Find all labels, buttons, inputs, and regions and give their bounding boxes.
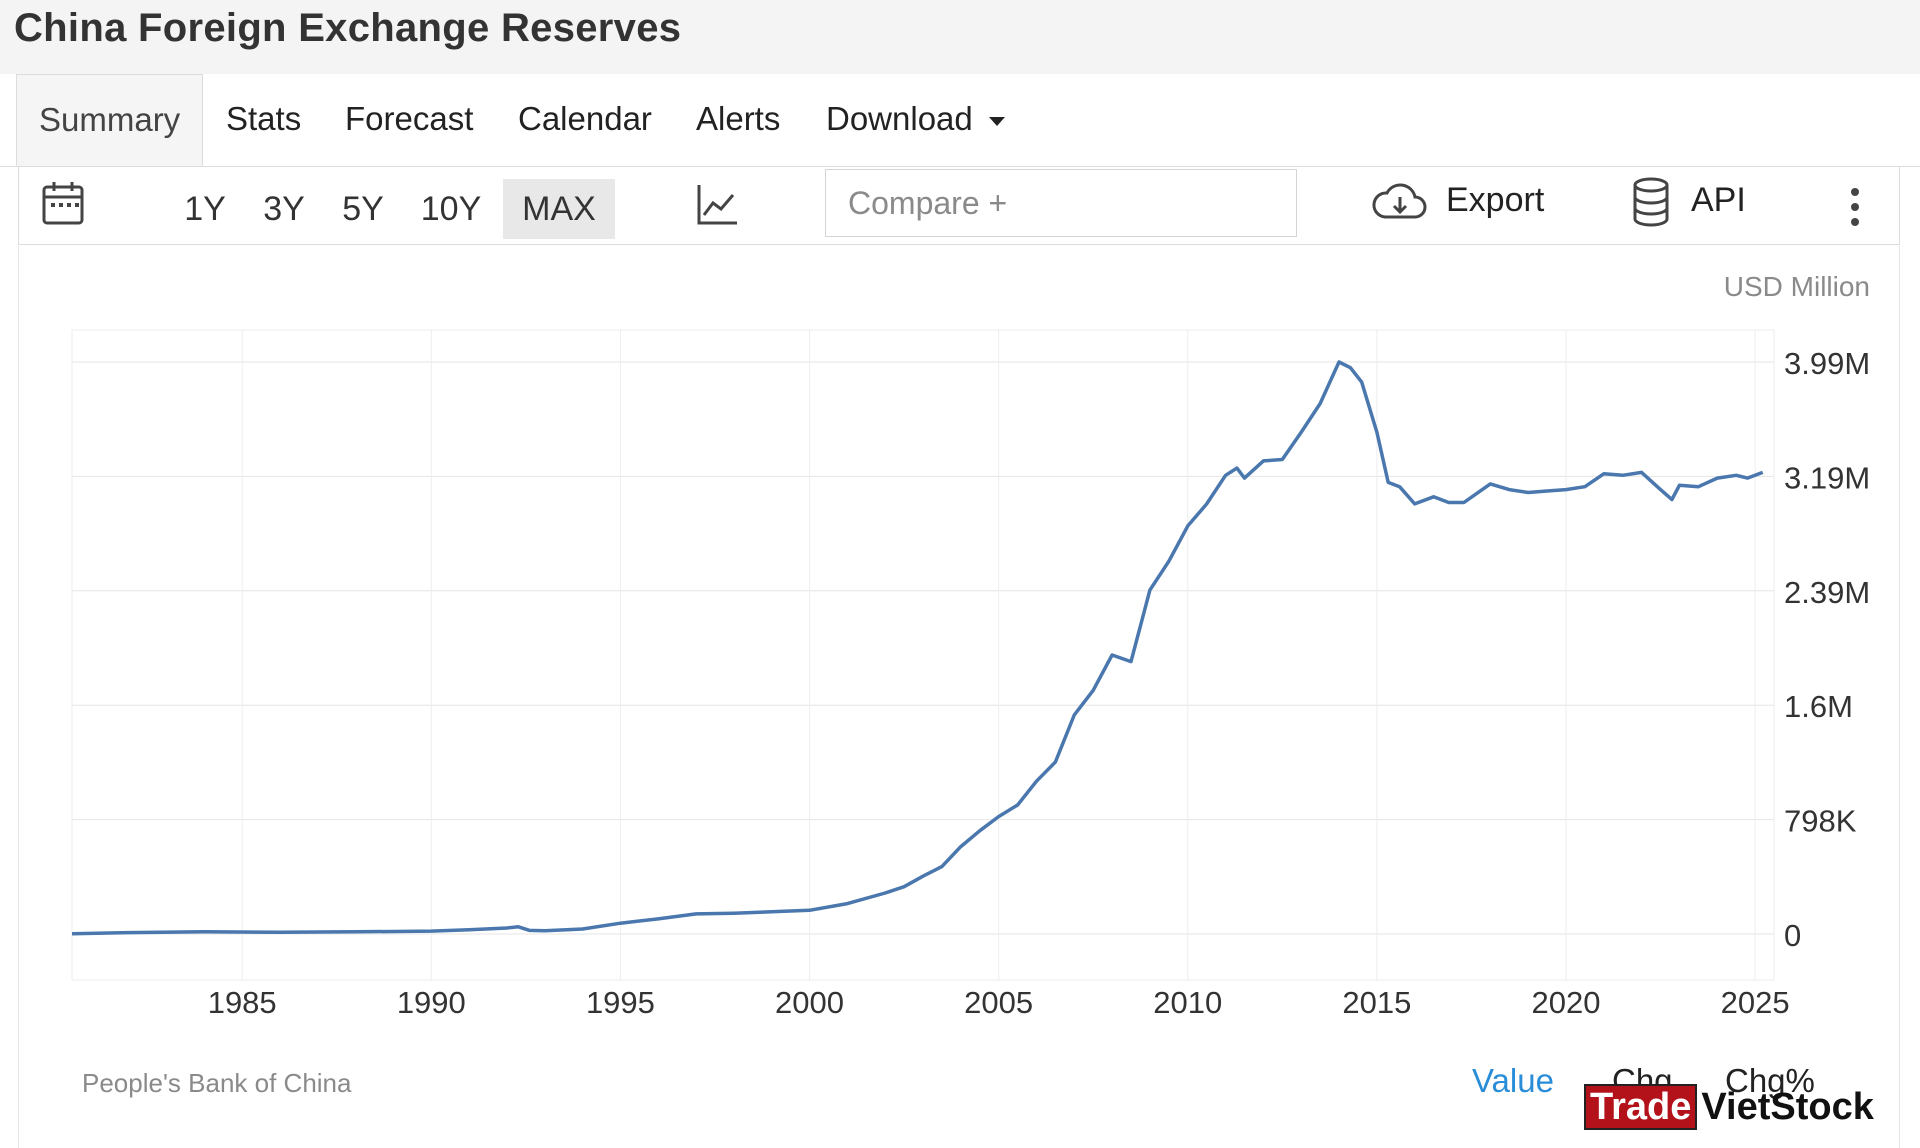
tab-stats[interactable]: Stats: [226, 100, 302, 137]
series-line: [71, 360, 1764, 936]
x-tick-label: 2000: [775, 985, 844, 1020]
line-chart-icon[interactable]: [695, 183, 739, 232]
tab-download-label: Download: [826, 100, 973, 137]
x-tick-label: 2020: [1531, 985, 1600, 1020]
tab-summary[interactable]: Summary: [16, 74, 204, 166]
calendar-icon[interactable]: [41, 179, 85, 232]
range-10y-button[interactable]: 10Y: [420, 190, 482, 228]
y-tick-label: 2.39M: [1784, 575, 1870, 610]
tab-forecast[interactable]: Forecast: [345, 100, 474, 137]
x-tick-label: 1985: [208, 985, 277, 1020]
page-title: China Foreign Exchange Reserves: [14, 6, 682, 50]
export-button[interactable]: Export: [1446, 181, 1545, 219]
range-1y-button[interactable]: 1Y: [184, 190, 226, 228]
y-tick-label: 0: [1784, 918, 1801, 953]
api-button[interactable]: API: [1691, 181, 1746, 219]
x-tick-label: 2025: [1721, 985, 1790, 1020]
plot-area: [71, 329, 1775, 981]
x-tick-label: 2015: [1342, 985, 1411, 1020]
tradevietstock-logo: Trade VietStock: [1584, 1084, 1874, 1130]
y-tick-label: 798K: [1784, 804, 1857, 839]
tab-alerts[interactable]: Alerts: [696, 100, 781, 137]
data-source: People's Bank of China: [82, 1068, 352, 1098]
unit-label: USD Million: [1724, 271, 1870, 302]
database-icon[interactable]: [1631, 177, 1671, 232]
x-tick-label: 1990: [397, 985, 466, 1020]
x-tick-label: 2010: [1153, 985, 1222, 1020]
range-3y-button[interactable]: 3Y: [263, 190, 305, 228]
x-tick-label: 2005: [964, 985, 1033, 1020]
range-max-button[interactable]: MAX: [503, 179, 615, 239]
logo-trade-text: Trade: [1584, 1084, 1698, 1130]
chg-percent-link[interactable]: Chg%: [1725, 1062, 1815, 1099]
chart-toolbar: 1Y 3Y 5Y 10Y MAX Export API: [18, 167, 1900, 245]
tab-download[interactable]: Download: [826, 74, 1005, 166]
logo-vietstock-text: VietStock: [1701, 1086, 1874, 1128]
y-tick-label: 3.19M: [1784, 460, 1870, 495]
tabs-bar: Summary Stats Forecast Calendar Alerts D…: [0, 74, 1920, 167]
cloud-download-icon[interactable]: [1371, 179, 1427, 230]
range-5y-button[interactable]: 5Y: [342, 190, 384, 228]
x-tick-label: 1995: [586, 985, 655, 1020]
title-bar: China Foreign Exchange Reserves: [0, 0, 1920, 75]
y-tick-label: 1.6M: [1784, 689, 1853, 724]
tab-calendar[interactable]: Calendar: [518, 100, 652, 137]
compare-input[interactable]: [825, 169, 1297, 237]
y-tick-label: 3.99M: [1784, 346, 1870, 381]
vertical-dots-icon[interactable]: [1849, 187, 1861, 232]
chart-panel: [18, 246, 1900, 1148]
chevron-down-icon: [988, 116, 1005, 126]
value-link[interactable]: Value: [1472, 1062, 1554, 1099]
